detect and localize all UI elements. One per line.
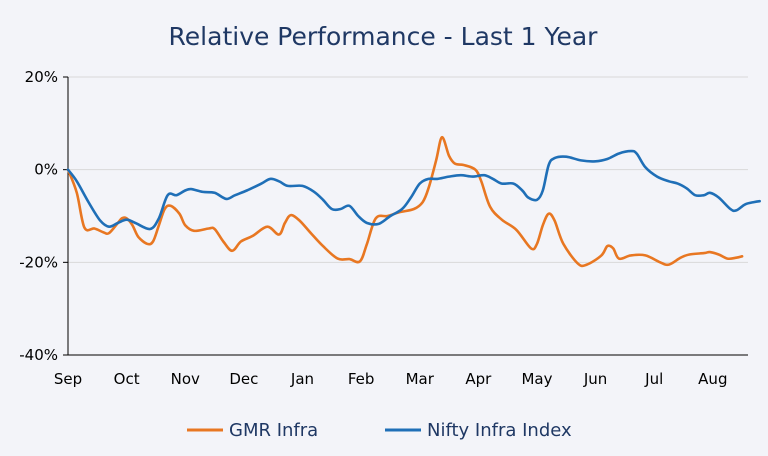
x-tick-label: Mar xyxy=(406,370,435,388)
legend-label: GMR Infra xyxy=(229,420,318,441)
series-lines xyxy=(66,135,761,268)
x-tick-label: Apr xyxy=(465,370,492,388)
x-tick-label: Sep xyxy=(54,370,82,388)
x-tick-label: Feb xyxy=(348,370,375,388)
y-tick-label: 0% xyxy=(34,161,58,179)
x-tick-label: Nov xyxy=(171,370,200,388)
y-tick-label: -20% xyxy=(19,253,58,271)
x-tick-label: Jul xyxy=(644,370,663,388)
y-tick-label: 20% xyxy=(25,68,58,86)
y-tick-label: -40% xyxy=(19,346,58,364)
x-tick-label: Oct xyxy=(114,370,140,388)
series-line-nifty-infra-index xyxy=(66,149,761,231)
x-tick-label: Dec xyxy=(229,370,258,388)
gridlines xyxy=(68,76,748,263)
x-tick-label: Jun xyxy=(583,370,607,388)
x-tick-label: May xyxy=(521,370,552,388)
series-line-gmr-infra xyxy=(66,135,744,268)
legend: GMR Infra Nifty Infra Index xyxy=(187,420,572,441)
x-tick-label: Aug xyxy=(698,370,727,388)
y-tick-labels: 20% 0% -20% -40% xyxy=(19,68,68,364)
x-tick-labels: Sep Oct Nov Dec Jan Feb Mar Apr May Jun Jul Aug xyxy=(54,370,728,388)
legend-label: Nifty Infra Index xyxy=(427,420,572,441)
chart-title: Relative Performance - Last 1 Year xyxy=(169,22,599,51)
x-tick-label: Jan xyxy=(290,370,314,388)
